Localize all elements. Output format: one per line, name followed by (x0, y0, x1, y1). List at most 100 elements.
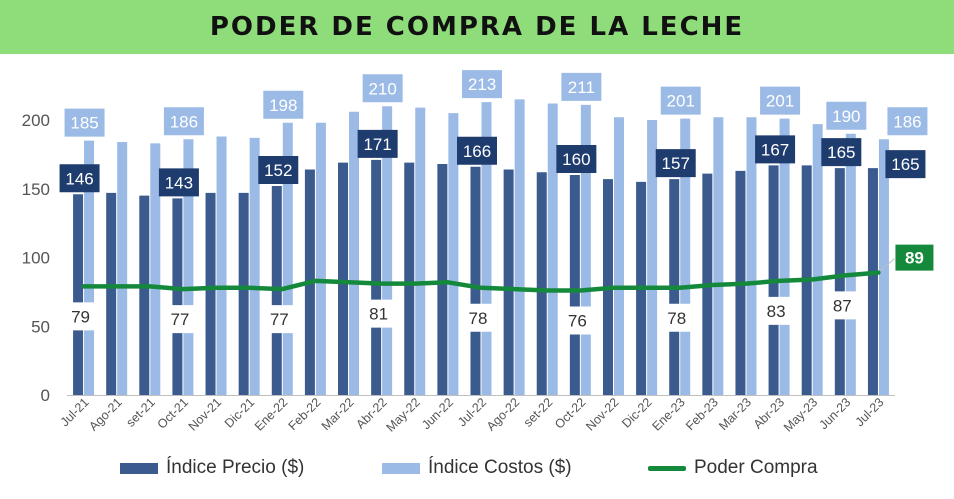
data-label-costos-box (561, 72, 602, 101)
x-tick-label: Oct-21 (155, 395, 191, 431)
data-label-precio: 152 (264, 161, 292, 180)
y-tick-label: 100 (22, 249, 50, 268)
data-label-costos: 213 (468, 75, 496, 94)
data-label-poder: 83 (767, 302, 786, 321)
x-tick-label: Jun-22 (419, 395, 456, 432)
data-label-precio-box (457, 136, 497, 165)
bar-precio (470, 166, 481, 395)
data-label-costos: 210 (368, 79, 396, 98)
y-tick-label: 50 (31, 317, 50, 336)
data-label-costos: 186 (170, 112, 198, 131)
x-tick-label: May-22 (384, 395, 423, 434)
data-label-precio-box (556, 145, 597, 173)
data-label-precio: 165 (827, 143, 855, 162)
data-label-precio-box (59, 164, 100, 193)
data-label-costos-box (163, 107, 204, 136)
bar-precio (503, 169, 514, 395)
data-label-leader (880, 258, 895, 272)
data-label-costos-box (462, 70, 502, 99)
x-tick-label: Mar-23 (716, 395, 754, 433)
bar-costos (150, 143, 161, 395)
data-label-poder: 78 (667, 309, 686, 328)
bar-precio (106, 192, 117, 395)
x-tick-label: Ago-21 (86, 395, 124, 433)
bar-costos (349, 111, 360, 395)
bar-costos (547, 103, 558, 395)
data-label-costos-box (826, 101, 867, 130)
data-label-poder: 77 (170, 310, 189, 329)
bar-precio (371, 159, 382, 395)
data-label-poder-box (160, 305, 199, 334)
legend-label-poder: Poder Compra (694, 457, 818, 478)
bar-costos (315, 122, 326, 395)
data-label-poder-box (757, 296, 796, 325)
bar-precio (205, 192, 216, 395)
bar-precio (569, 175, 580, 395)
data-label-precio-box (357, 129, 398, 158)
bar-costos (249, 137, 260, 395)
data-label-precio: 166 (463, 142, 491, 161)
x-tick-label: Jun-23 (817, 395, 854, 432)
data-label-poder-box (558, 306, 597, 335)
bar-costos (282, 122, 293, 395)
bar-costos (680, 118, 691, 395)
x-tick-label: Dic-22 (619, 395, 654, 430)
bar-precio (536, 172, 547, 395)
bar-precio (404, 162, 415, 395)
data-label-precio: 171 (363, 135, 391, 154)
x-tick-label: Nov-22 (583, 395, 621, 433)
data-label-precio: 165 (891, 155, 919, 174)
data-label-poder: 87 (833, 296, 852, 315)
bar-costos (448, 113, 459, 395)
bar-precio (73, 194, 84, 395)
data-label-poder: 89 (905, 249, 924, 268)
bar-costos (183, 139, 194, 395)
legend-swatch-poder (648, 465, 686, 471)
data-label-costos-box (362, 74, 403, 103)
data-label-precio: 167 (761, 140, 789, 159)
data-label-costos: 190 (832, 107, 860, 126)
data-label-poder-box (260, 305, 299, 334)
bar-costos (580, 104, 591, 395)
data-label-poder: 76 (568, 312, 587, 331)
bar-precio (172, 198, 183, 395)
data-label-precio: 143 (165, 173, 193, 192)
x-tick-label: set-22 (521, 395, 555, 429)
y-tick-label: 0 (41, 386, 50, 405)
data-label-poder: 78 (469, 309, 488, 328)
bar-precio (834, 168, 845, 395)
data-label-costos-box (887, 107, 928, 136)
data-label-costos: 201 (667, 92, 695, 111)
data-label-poder: 81 (369, 305, 388, 324)
legend-label-costos: Índice Costos ($) (428, 457, 572, 478)
bar-costos (613, 117, 624, 395)
data-label-precio: 146 (65, 169, 93, 188)
x-tick-label: set-21 (123, 395, 157, 429)
bar-costos (746, 117, 757, 395)
data-label-precio-box (258, 156, 299, 184)
bar-costos (514, 99, 525, 395)
data-label-costos-box (64, 108, 105, 137)
chart-legend: Índice Precio ($) Índice Costos ($) Pode… (0, 455, 954, 485)
data-label-poder-box (61, 302, 100, 331)
bar-costos (779, 118, 790, 395)
data-label-costos: 185 (70, 114, 98, 133)
bar-costos (84, 140, 95, 395)
x-tick-label: Ene-23 (649, 395, 687, 433)
data-label-poder: 77 (270, 310, 289, 329)
x-tick-label: Feb-22 (286, 395, 324, 433)
bar-costos (481, 102, 492, 395)
data-label-poder-box (895, 244, 934, 271)
data-label-poder: 79 (71, 307, 90, 326)
legend-item-precio: Índice Precio ($) (120, 457, 304, 479)
y-tick-label: 150 (22, 180, 50, 199)
data-label-costos-box (263, 90, 304, 119)
data-label-precio: 160 (562, 150, 590, 169)
bar-precio (139, 195, 150, 395)
legend-item-poder: Poder Compra (648, 457, 818, 479)
x-tick-label: Nov-21 (186, 395, 224, 433)
data-label-precio-box (885, 150, 926, 179)
bar-precio (338, 162, 349, 395)
x-tick-label: Dic-21 (222, 395, 257, 430)
bar-costos (415, 107, 426, 395)
